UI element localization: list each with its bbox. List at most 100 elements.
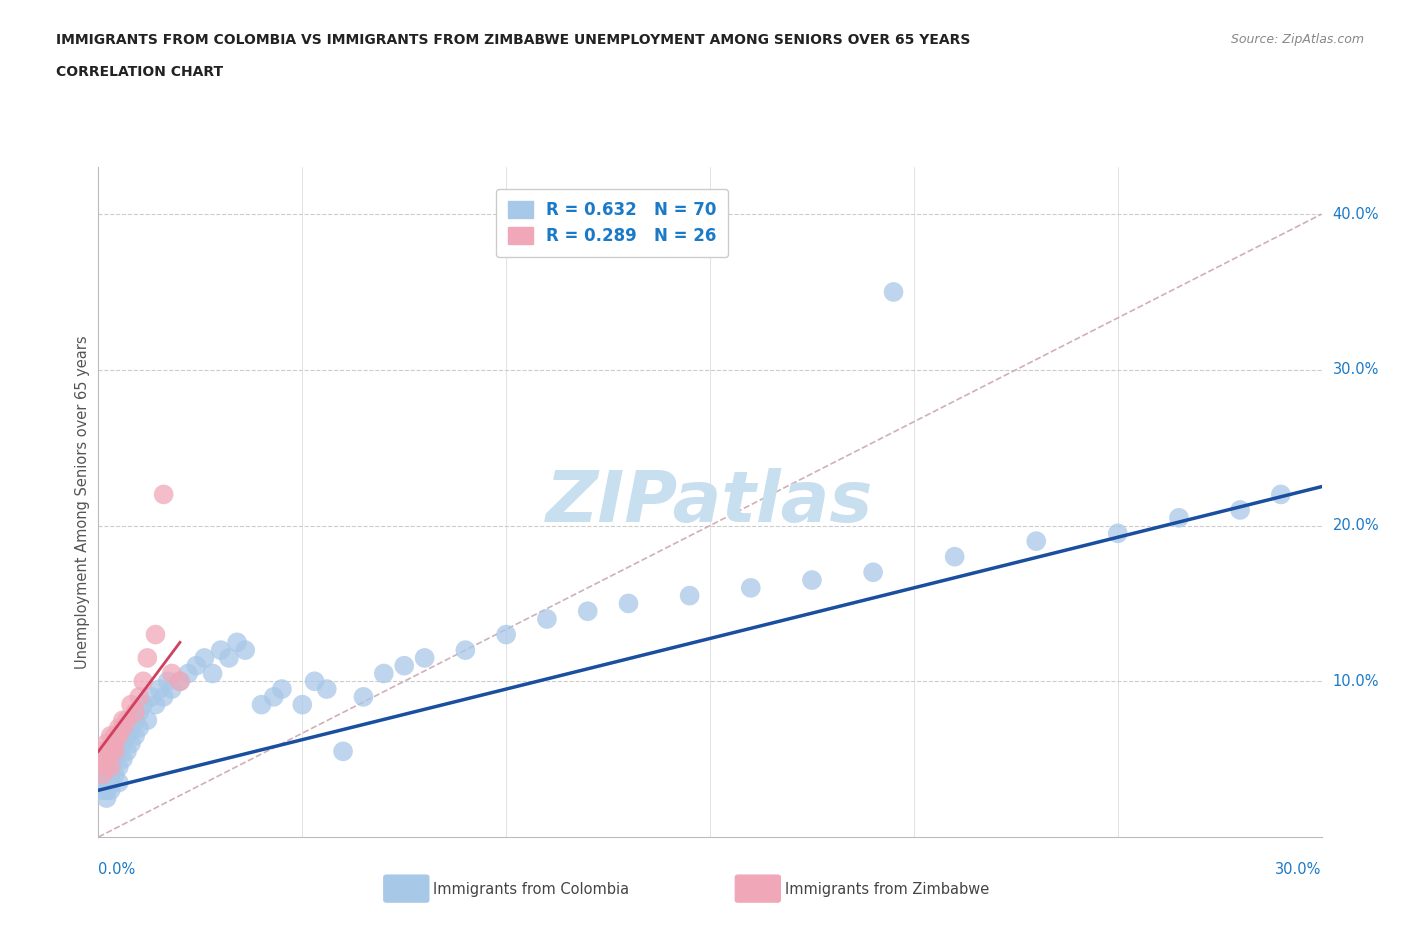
- Point: [536, 612, 558, 627]
- Point: [91, 775, 114, 790]
- Point: [108, 760, 131, 775]
- Text: Source: ZipAtlas.com: Source: ZipAtlas.com: [1230, 33, 1364, 46]
- Point: [193, 650, 215, 665]
- Point: [943, 550, 966, 565]
- Text: 40.0%: 40.0%: [1333, 206, 1379, 221]
- Point: [120, 721, 142, 736]
- Point: [111, 721, 134, 736]
- Point: [145, 627, 167, 642]
- Point: [145, 698, 167, 712]
- Point: [201, 666, 224, 681]
- Point: [96, 767, 118, 782]
- Point: [218, 650, 240, 665]
- Point: [104, 767, 127, 782]
- Text: Immigrants from Zimbabwe: Immigrants from Zimbabwe: [785, 882, 988, 897]
- Point: [1025, 534, 1047, 549]
- Point: [124, 712, 146, 727]
- Point: [136, 650, 159, 665]
- Point: [226, 635, 249, 650]
- Point: [96, 760, 118, 775]
- Point: [91, 751, 114, 766]
- Point: [332, 744, 354, 759]
- Point: [96, 751, 118, 766]
- Point: [111, 737, 134, 751]
- Text: 30.0%: 30.0%: [1275, 862, 1322, 877]
- Text: 0.0%: 0.0%: [98, 862, 135, 877]
- Point: [576, 604, 599, 618]
- Point: [149, 682, 172, 697]
- Point: [373, 666, 395, 681]
- Point: [108, 728, 131, 743]
- Point: [1107, 525, 1129, 540]
- Point: [263, 689, 285, 704]
- Point: [100, 760, 122, 775]
- Point: [177, 666, 200, 681]
- Point: [108, 744, 131, 759]
- Point: [128, 689, 150, 704]
- Point: [160, 682, 183, 697]
- Text: CORRELATION CHART: CORRELATION CHART: [56, 65, 224, 79]
- Point: [679, 588, 702, 603]
- Point: [454, 643, 477, 658]
- Point: [100, 751, 122, 766]
- Point: [270, 682, 294, 697]
- Point: [108, 721, 131, 736]
- Point: [250, 698, 273, 712]
- Point: [136, 712, 159, 727]
- Text: Immigrants from Colombia: Immigrants from Colombia: [433, 882, 628, 897]
- Point: [100, 775, 122, 790]
- Point: [96, 783, 118, 798]
- Point: [617, 596, 640, 611]
- Point: [104, 737, 127, 751]
- Point: [100, 783, 122, 798]
- Point: [91, 767, 114, 782]
- Text: ZIPatlas: ZIPatlas: [547, 468, 873, 537]
- Point: [862, 565, 884, 579]
- Point: [209, 643, 232, 658]
- Point: [740, 580, 762, 595]
- Point: [1167, 511, 1189, 525]
- Point: [392, 658, 416, 673]
- Point: [315, 682, 337, 697]
- Point: [128, 721, 150, 736]
- Point: [152, 689, 174, 704]
- Point: [413, 650, 436, 665]
- Point: [141, 689, 163, 704]
- Point: [132, 698, 155, 712]
- Y-axis label: Unemployment Among Seniors over 65 years: Unemployment Among Seniors over 65 years: [75, 336, 90, 669]
- Point: [100, 767, 122, 782]
- Point: [495, 627, 517, 642]
- Point: [120, 698, 142, 712]
- Point: [156, 674, 179, 689]
- Point: [115, 728, 138, 743]
- Point: [1270, 487, 1292, 502]
- Point: [291, 698, 314, 712]
- Point: [100, 728, 122, 743]
- Point: [124, 705, 146, 720]
- Point: [91, 783, 114, 798]
- Point: [1229, 502, 1251, 517]
- Point: [104, 744, 127, 759]
- Point: [96, 790, 118, 805]
- Point: [96, 737, 118, 751]
- Point: [124, 728, 146, 743]
- Point: [352, 689, 374, 704]
- Point: [120, 737, 142, 751]
- Point: [128, 705, 150, 720]
- Point: [111, 751, 134, 766]
- Point: [104, 728, 127, 743]
- Point: [115, 744, 138, 759]
- Legend: R = 0.632   N = 70, R = 0.289   N = 26: R = 0.632 N = 70, R = 0.289 N = 26: [496, 189, 728, 257]
- Point: [186, 658, 208, 673]
- Point: [115, 712, 138, 727]
- Point: [169, 674, 191, 689]
- Point: [96, 751, 118, 766]
- Point: [160, 666, 183, 681]
- Point: [233, 643, 256, 658]
- Point: [91, 744, 114, 759]
- Text: 30.0%: 30.0%: [1333, 363, 1379, 378]
- Point: [104, 751, 127, 766]
- Point: [801, 573, 824, 588]
- Point: [169, 674, 191, 689]
- Text: 10.0%: 10.0%: [1333, 673, 1379, 689]
